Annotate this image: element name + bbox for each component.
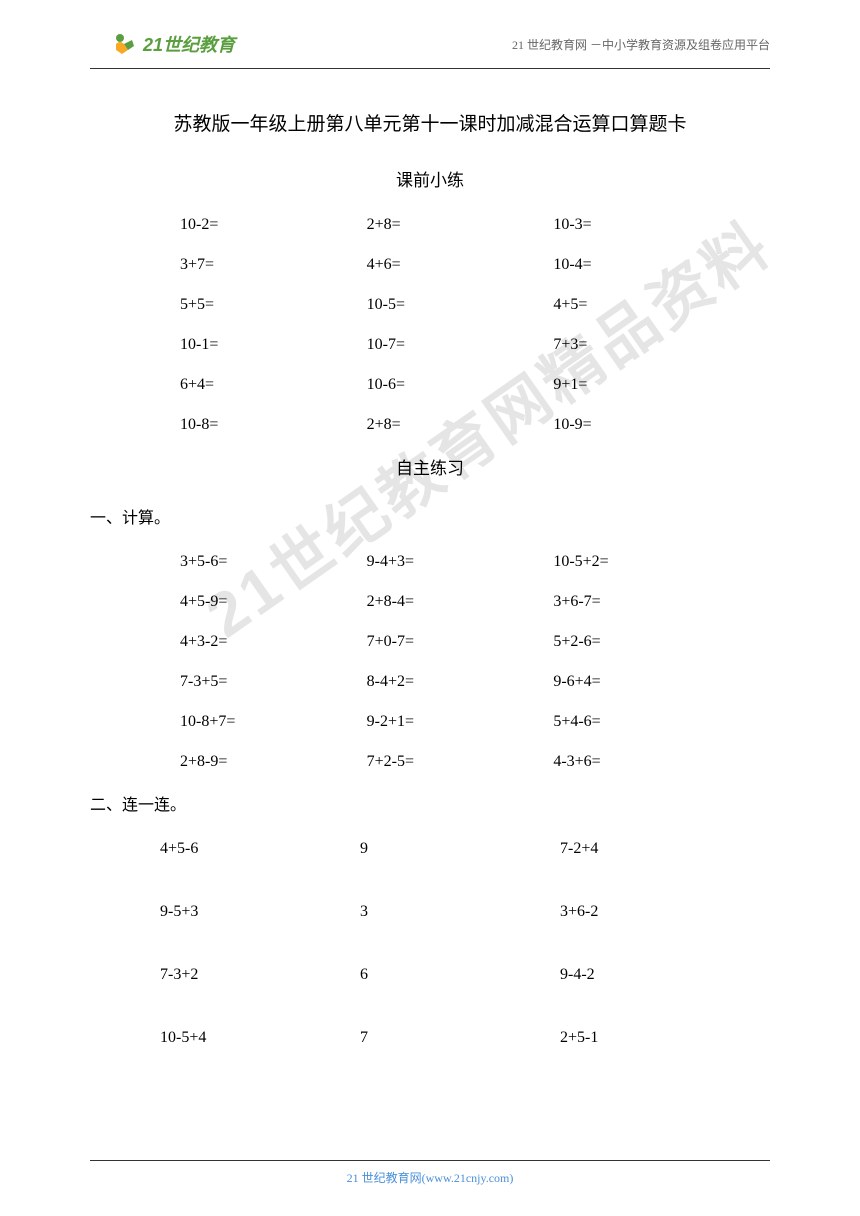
match-cell: 9-5+3 [130,903,330,921]
match-cell: 6 [330,966,530,984]
match-cell: 7-2+4 [530,840,730,858]
match-cell: 3+6-2 [530,903,730,921]
problem-cell: 4+6= [337,256,524,274]
problem-cell: 10-8+7= [150,713,337,731]
section2-heading: 自主练习 [90,454,770,479]
match-cell: 9 [330,840,530,858]
part1-grid: 3+5-6= 9-4+3= 10-5+2= 4+5-9= 2+8-4= 3+6-… [90,553,770,771]
problem-cell: 10-1= [150,336,337,354]
problem-cell: 3+7= [150,256,337,274]
problem-cell: 9-6+4= [523,673,710,691]
problem-cell: 3+6-7= [523,593,710,611]
part2-grid: 4+5-6 9 7-2+4 9-5+3 3 3+6-2 7-3+2 6 9-4-… [90,840,770,1047]
match-cell: 7 [330,1029,530,1047]
match-cell: 10-5+4 [130,1029,330,1047]
document-title: 苏教版一年级上册第八单元第十一课时加减混合运算口算题卡 [90,109,770,136]
problem-cell: 8-4+2= [337,673,524,691]
problem-cell: 5+4-6= [523,713,710,731]
problem-cell: 3+5-6= [150,553,337,571]
problem-cell: 2+8= [337,416,524,434]
match-cell: 9-4-2 [530,966,730,984]
problem-cell: 10-4= [523,256,710,274]
page-footer: 21 世纪教育网(www.21cnjy.com) [90,1160,770,1186]
match-cell: 7-3+2 [130,966,330,984]
section1-grid: 10-2= 2+8= 10-3= 3+7= 4+6= 10-4= 5+5= 10… [90,216,770,434]
main-content: 苏教版一年级上册第八单元第十一课时加减混合运算口算题卡 课前小练 10-2= 2… [0,69,860,1047]
problem-cell: 10-7= [337,336,524,354]
problem-cell: 10-2= [150,216,337,234]
problem-cell: 7-3+5= [150,673,337,691]
problem-cell: 6+4= [150,376,337,394]
match-cell: 4+5-6 [130,840,330,858]
match-cell: 2+5-1 [530,1029,730,1047]
problem-cell: 2+8-4= [337,593,524,611]
match-cell: 3 [330,903,530,921]
problem-cell: 10-9= [523,416,710,434]
problem-cell: 9-2+1= [337,713,524,731]
problem-cell: 10-6= [337,376,524,394]
problem-cell: 7+3= [523,336,710,354]
problem-cell: 10-5+2= [523,553,710,571]
page-header: 21世纪教育 21 世纪教育网 －中小学教育资源及组卷应用平台 [90,0,770,69]
problem-cell: 4+5= [523,296,710,314]
problem-cell: 4-3+6= [523,753,710,771]
part2-label: 二、连一连。 [90,791,770,815]
problem-cell: 9-4+3= [337,553,524,571]
logo: 21世纪教育 [110,30,235,58]
problem-cell: 10-5= [337,296,524,314]
problem-cell: 5+2-6= [523,633,710,651]
logo-icon [110,30,138,58]
header-right-text: 21 世纪教育网 －中小学教育资源及组卷应用平台 [512,36,770,53]
section1-heading: 课前小练 [90,166,770,191]
problem-cell: 4+5-9= [150,593,337,611]
problem-cell: 2+8-9= [150,753,337,771]
problem-cell: 10-3= [523,216,710,234]
problem-cell: 10-8= [150,416,337,434]
problem-cell: 2+8= [337,216,524,234]
logo-text: 21世纪教育 [143,31,235,57]
part1-label: 一、计算。 [90,504,770,528]
problem-cell: 7+2-5= [337,753,524,771]
problem-cell: 9+1= [523,376,710,394]
problem-cell: 7+0-7= [337,633,524,651]
problem-cell: 4+3-2= [150,633,337,651]
problem-cell: 5+5= [150,296,337,314]
